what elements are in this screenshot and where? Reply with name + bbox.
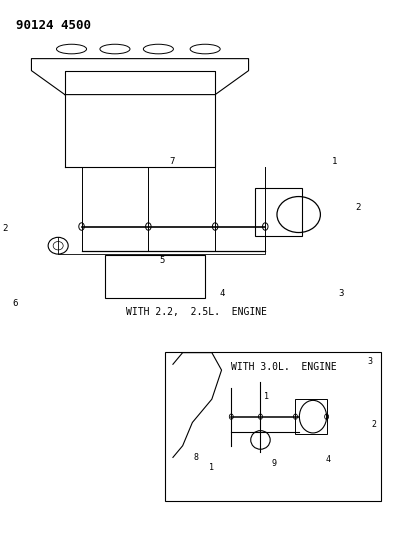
Text: 2: 2 bbox=[371, 421, 376, 429]
Text: 6: 6 bbox=[13, 299, 18, 308]
Text: 5: 5 bbox=[159, 256, 164, 264]
Text: 3: 3 bbox=[339, 289, 344, 298]
Text: 8: 8 bbox=[194, 453, 199, 462]
Text: WITH 3.0L.  ENGINE: WITH 3.0L. ENGINE bbox=[231, 362, 337, 372]
Text: 2: 2 bbox=[356, 203, 361, 212]
Bar bbox=[165, 352, 381, 501]
Text: 4: 4 bbox=[326, 455, 331, 464]
Text: 1: 1 bbox=[264, 392, 269, 401]
Text: 1: 1 bbox=[332, 157, 338, 166]
Bar bbox=[296, 399, 327, 434]
Text: 2: 2 bbox=[3, 224, 8, 233]
Bar bbox=[105, 255, 205, 298]
Text: 7: 7 bbox=[169, 157, 174, 166]
Text: 9: 9 bbox=[272, 459, 277, 468]
Text: 4: 4 bbox=[219, 289, 224, 298]
Text: WITH 2.2,  2.5L.  ENGINE: WITH 2.2, 2.5L. ENGINE bbox=[126, 307, 267, 317]
Text: 90124 4500: 90124 4500 bbox=[16, 19, 91, 31]
Text: 3: 3 bbox=[367, 358, 373, 367]
Text: 1: 1 bbox=[209, 463, 214, 472]
Bar bbox=[255, 188, 302, 236]
